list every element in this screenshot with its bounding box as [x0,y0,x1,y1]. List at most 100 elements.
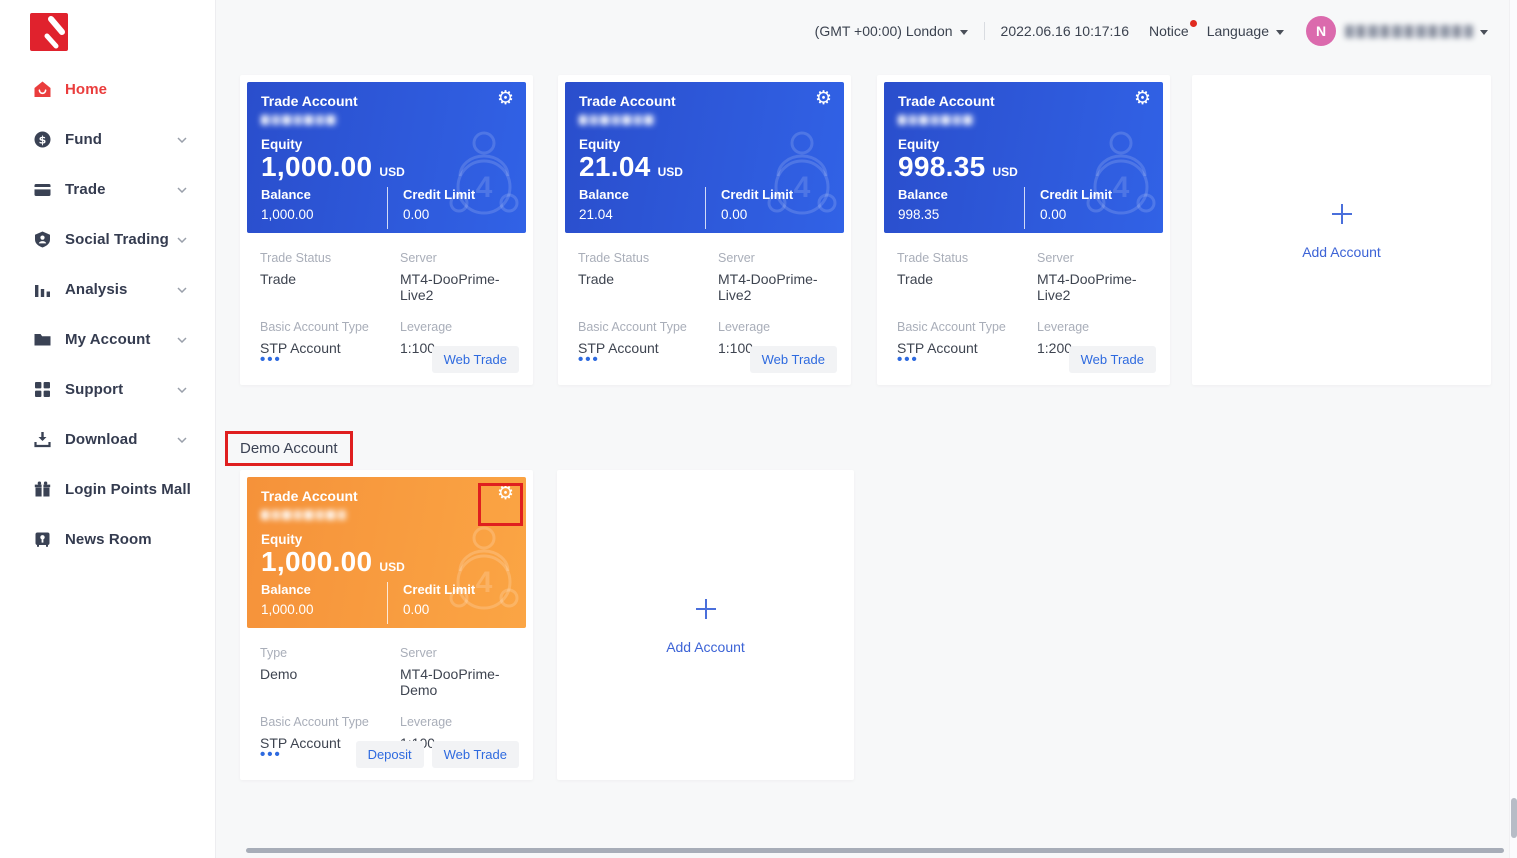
equity-label: Equity [898,137,940,152]
sidebar-menu: Home $ Fund Trade Social Trading [0,64,215,564]
leverage-label: Leverage [400,320,453,334]
web-trade-button[interactable]: Web Trade [749,346,837,373]
leverage-value: 1:100 [718,340,754,356]
credit-limit-value: 0.00 [403,602,430,617]
sidebar-item-support[interactable]: Support [0,364,215,414]
add-account-card[interactable]: Add Account [1192,75,1491,385]
sidebar-item-label: Fund [65,130,103,148]
gear-icon[interactable]: ⚙ [1133,87,1151,109]
timezone-selector[interactable]: (GMT +00:00) London [815,23,968,39]
gift-icon [33,480,52,499]
balance-label: Balance [898,187,948,202]
balance-value: 1,000.00 [261,602,314,617]
sidebar-item-my-account[interactable]: My Account [0,314,215,364]
server-value: MT4-DooPrime-Live2 [400,271,500,303]
sidebar-item-label: Support [65,380,124,398]
account-number-redacted [579,115,655,125]
username-redacted [1345,24,1473,38]
more-options-button[interactable]: ••• [260,351,282,368]
server-value: MT4-DooPrime-Demo [400,666,500,698]
web-trade-button[interactable]: Web Trade [1068,346,1156,373]
credit-limit-label: Credit Limit [721,187,794,202]
account-summary-panel: 4 Trade Account ⚙ Equity 21.04 USD Balanc… [565,82,844,233]
card-title: Trade Account [261,93,358,109]
sidebar-item-social-trading[interactable]: Social Trading [0,214,215,264]
sidebar-item-download[interactable]: Download [0,414,215,464]
balance-label: Balance [261,582,311,597]
datetime-label: 2022.06.16 10:17:16 [1000,23,1130,39]
server-label: Server [400,646,437,660]
currency-label: USD [379,560,405,574]
sidebar-item-label: Login Points Mall [65,480,191,498]
demo-account-section-label: Demo Account [225,431,353,466]
leverage-value: 1:200 [1037,340,1073,356]
add-account-card[interactable]: Add Account [557,470,854,780]
gear-icon[interactable]: ⚙ [814,87,832,109]
web-trade-button[interactable]: Web Trade [431,741,519,768]
sidebar-item-label: My Account [65,330,151,348]
server-value: MT4-DooPrime-Live2 [718,271,818,303]
balance-label: Balance [261,187,311,202]
deposit-button[interactable]: Deposit [355,741,424,768]
timezone-label: (GMT +00:00) London [814,23,953,39]
more-options-button[interactable]: ••• [260,746,282,763]
sidebar-item-news-room[interactable]: News Room [0,514,215,564]
trade-status-label: Trade Status [897,251,969,265]
leverage-label: Leverage [718,320,771,334]
trade-account-card: 4 Trade Account ⚙ Equity 1,000.00 USD Bal… [240,75,533,385]
language-selector[interactable]: Language [1207,23,1284,39]
bar-chart-icon [33,280,52,299]
sidebar-item-label: Trade [65,180,106,198]
notice-link[interactable]: Notice [1149,20,1197,39]
balance-value: 998.35 [898,207,940,222]
brand-logo[interactable] [30,13,68,51]
chevron-down-icon [177,180,187,198]
sidebar-item-trade[interactable]: Trade [0,164,215,214]
currency-label: USD [379,165,405,179]
trade-status-value: Trade [260,271,297,287]
server-label: Server [718,251,755,265]
sidebar-item-login-points-mall[interactable]: Login Points Mall [0,464,215,514]
chevron-down-icon [177,280,187,298]
doo-prime-logo-icon [44,16,65,49]
account-details: Trade Status Trade Server MT4-DooPrime-Liv… [578,251,837,373]
credit-limit-value: 0.00 [721,207,748,222]
server-label: Server [400,251,437,265]
type-value: Demo [260,666,298,682]
account-type-label: Basic Account Type [578,320,687,334]
sidebar-item-fund[interactable]: $ Fund [0,114,215,164]
trade-status-value: Trade [578,271,615,287]
currency-label: USD [657,165,683,179]
card-title: Trade Account [898,93,995,109]
vertical-scrollbar-thumb[interactable] [1511,798,1517,838]
equity-value: 21.04 [579,151,651,182]
grid-icon [33,380,52,399]
sidebar-item-analysis[interactable]: Analysis [0,264,215,314]
avatar-initial: N [1315,23,1327,39]
trade-status-label: Trade Status [260,251,332,265]
web-trade-button[interactable]: Web Trade [431,346,519,373]
plus-icon [695,598,716,619]
notice-badge-dot [1189,20,1197,27]
gear-icon[interactable]: ⚙ [496,482,514,504]
server-value: MT4-DooPrime-Live2 [1037,271,1137,303]
caret-down-icon [1276,29,1284,35]
horizontal-scrollbar[interactable] [246,848,1504,853]
sidebar: Home $ Fund Trade Social Trading [0,0,216,858]
more-options-button[interactable]: ••• [897,351,919,368]
more-options-button[interactable]: ••• [578,351,600,368]
chevron-down-icon [177,330,187,348]
account-summary-panel: 4 Trade Account ⚙ Equity 1,000.00 USD Bal… [247,477,526,628]
account-type-value: STP Account [260,735,341,751]
credit-limit-value: 0.00 [1040,207,1067,222]
sidebar-item-home[interactable]: Home [0,64,215,114]
shield-person-icon [33,230,52,249]
account-type-label: Basic Account Type [260,320,369,334]
trade-account-card: 4 Trade Account ⚙ Equity 998.35 USD Balan… [877,75,1170,385]
balance-value: 21.04 [579,207,613,222]
account-number-redacted [261,510,347,520]
card-title: Trade Account [261,488,358,504]
avatar[interactable]: N [1306,16,1336,46]
gear-icon[interactable]: ⚙ [496,87,514,109]
user-menu[interactable] [1345,24,1488,38]
